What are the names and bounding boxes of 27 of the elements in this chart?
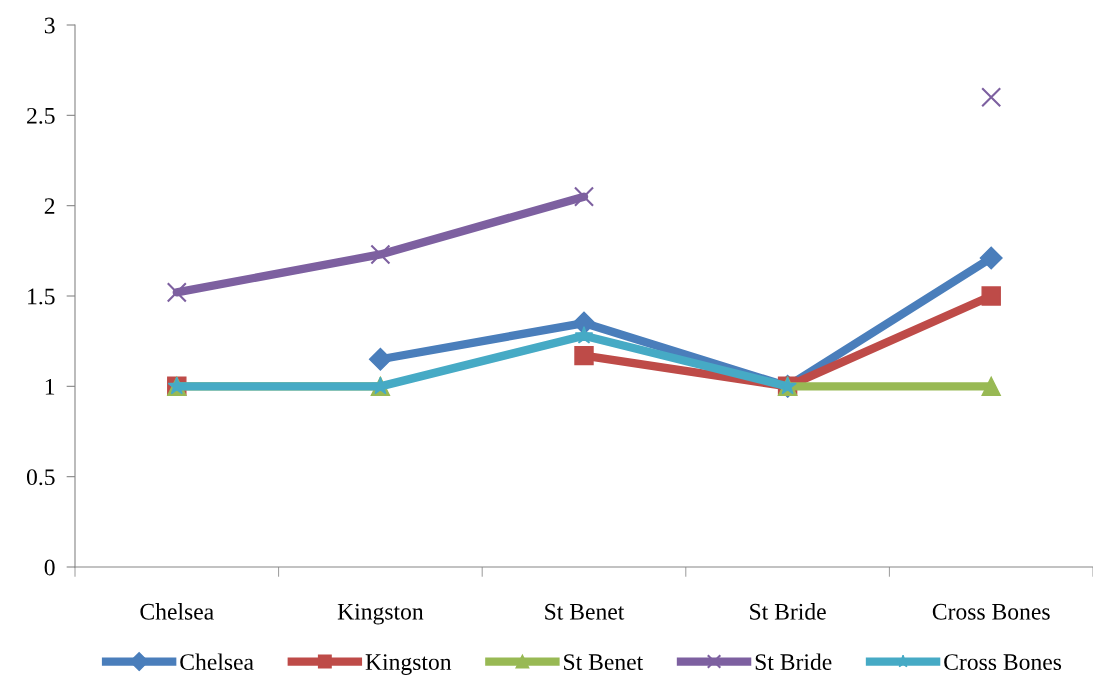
y-tick-label: 1.5 [28, 288, 55, 305]
legend-label: Kingston [365, 654, 452, 675]
y-tick-label: 0.5 [26, 469, 55, 486]
point [368, 347, 392, 371]
point [574, 326, 594, 344]
legend-label: Cross Bones [944, 654, 1062, 671]
legend-label: St Bride [755, 653, 832, 671]
point [166, 282, 187, 303]
point [979, 246, 1003, 270]
point [981, 286, 1001, 306]
x-tick-label: Cross Bones [932, 603, 1050, 620]
y-tick-label: 2.5 [27, 107, 55, 124]
x-tick-label: St Bride [750, 603, 826, 620]
y-tick-label: 3 [44, 17, 55, 34]
point [573, 186, 595, 207]
point [370, 244, 391, 265]
y-tick-label: 2 [44, 198, 55, 214]
y-tick-label: 0 [44, 559, 55, 576]
x-tick-label: Kingston [337, 603, 424, 625]
legend-label: St Benet [564, 654, 644, 671]
legend-label: Chelsea [180, 653, 254, 671]
x-tick-label: St Benet [545, 603, 625, 620]
point [574, 345, 594, 366]
y-tick-label: 1 [45, 378, 55, 395]
point [981, 87, 1002, 108]
point [981, 376, 1001, 397]
x-tick-label: Chelsea [140, 603, 214, 620]
